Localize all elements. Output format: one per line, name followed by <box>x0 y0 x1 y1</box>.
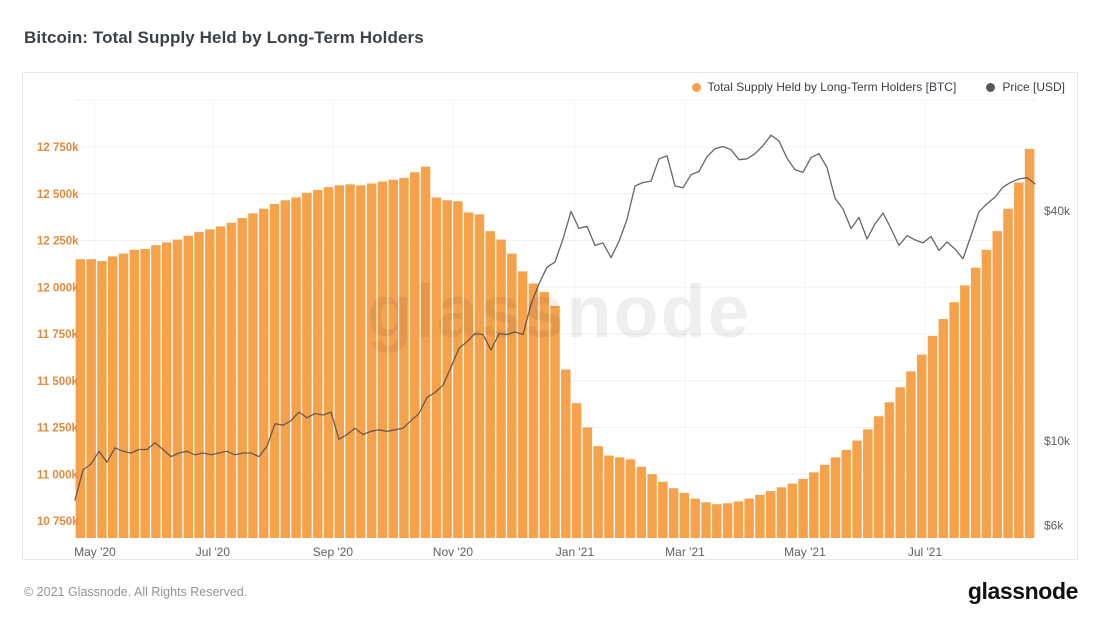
svg-text:Jan '21: Jan '21 <box>556 545 595 559</box>
svg-text:Sep '20: Sep '20 <box>313 545 354 559</box>
svg-text:Jul '20: Jul '20 <box>196 545 231 559</box>
svg-text:glassnode: glassnode <box>367 270 751 353</box>
footer: © 2021 Glassnode. All Rights Reserved. g… <box>0 578 1100 605</box>
svg-text:May '20: May '20 <box>74 545 116 559</box>
svg-text:$6k: $6k <box>1044 519 1064 533</box>
svg-text:12 000k: 12 000k <box>37 282 79 294</box>
svg-text:$40k: $40k <box>1044 204 1071 218</box>
legend-label-supply: Total Supply Held by Long-Term Holders [… <box>707 80 957 94</box>
svg-text:11 000k: 11 000k <box>37 469 79 481</box>
price-line-series[interactable] <box>74 134 1036 501</box>
svg-text:10 750k: 10 750k <box>37 516 79 528</box>
svg-text:May '21: May '21 <box>784 545 826 559</box>
footer-copyright: © 2021 Glassnode. All Rights Reserved. <box>24 584 248 599</box>
svg-text:11 750k: 11 750k <box>37 329 79 341</box>
price-axis-labels: $40k $10k $6k <box>1044 204 1071 533</box>
svg-text:Mar '21: Mar '21 <box>665 545 705 559</box>
svg-text:12 500k: 12 500k <box>37 189 79 201</box>
chart-canvas[interactable]: glassnode 12 750k 12 500k 12 250k 12 000k 11 … <box>23 73 1077 559</box>
svg-text:$10k: $10k <box>1044 434 1071 448</box>
svg-text:Jul '21: Jul '21 <box>908 545 943 559</box>
chart-card: Total Supply Held by Long-Term Holders [… <box>22 72 1078 560</box>
legend-dot-price-icon <box>986 82 996 92</box>
svg-text:11 250k: 11 250k <box>37 423 79 435</box>
legend-label-price: Price [USD] <box>1002 80 1065 94</box>
svg-text:Nov '20: Nov '20 <box>433 545 474 559</box>
glassnode-logo[interactable]: glassnode <box>967 578 1079 604</box>
legend-item-supply[interactable]: Total Supply Held by Long-Term Holders [… <box>691 80 957 94</box>
page-title: Bitcoin: Total Supply Held by Long-Term … <box>24 28 424 47</box>
x-axis-labels: May '20 Jul '20 Sep '20 Nov '20 Jan '21 Mar '… <box>74 545 942 559</box>
watermark: glassnode <box>367 270 751 353</box>
chart-legend: Total Supply Held by Long-Term Holders [… <box>691 73 1065 101</box>
svg-text:12 250k: 12 250k <box>37 236 79 248</box>
supply-axis-labels: 12 750k 12 500k 12 250k 12 000k 11 750k 11 50… <box>37 142 79 528</box>
svg-text:12 750k: 12 750k <box>37 142 79 154</box>
legend-item-price[interactable]: Price [USD] <box>986 80 1065 94</box>
legend-dot-supply-icon <box>691 82 701 92</box>
svg-text:11 500k: 11 500k <box>37 376 79 388</box>
supply-bars-series[interactable] <box>75 148 1035 539</box>
